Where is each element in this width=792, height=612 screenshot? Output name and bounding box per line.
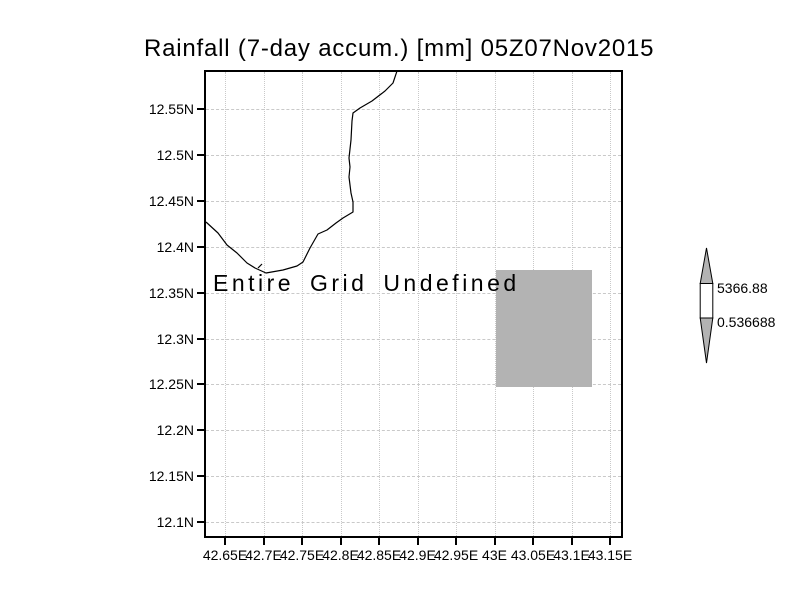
lat-tick-label: 12.25N xyxy=(148,376,194,393)
lat-tick-label: 12.35N xyxy=(148,284,194,301)
undefined-shade-region xyxy=(496,270,592,387)
lon-gridline xyxy=(302,72,303,536)
lat-tick-mark xyxy=(197,383,206,386)
lon-tick-mark xyxy=(378,538,380,545)
lon-tick-label: 42.85E xyxy=(356,547,402,563)
lat-tick-mark xyxy=(197,199,206,202)
lat-gridline xyxy=(206,200,621,202)
islet-mark xyxy=(257,263,263,269)
colorbar-min-label: 0.536688 xyxy=(717,314,776,330)
lon-tick-label: 43E xyxy=(482,547,507,563)
lon-gridline xyxy=(379,72,380,536)
lat-gridline xyxy=(206,338,621,340)
lat-tick-mark xyxy=(197,245,206,248)
lat-gridline xyxy=(206,522,621,524)
lat-tick-label: 12.2N xyxy=(156,422,194,439)
lat-tick-label: 12.3N xyxy=(156,330,194,347)
lat-tick-mark xyxy=(197,108,206,110)
colorbar-lower-arrow xyxy=(699,317,714,364)
lon-tick-label: 42.9E xyxy=(399,547,436,563)
lon-gridline xyxy=(225,72,226,536)
entire-grid-undefined-label: Entire Grid Undefined xyxy=(213,270,520,296)
lon-tick-label: 42.95E xyxy=(433,547,479,563)
lon-tick-mark xyxy=(493,538,496,545)
lon-tick-label: 43.1E xyxy=(553,547,590,563)
lon-tick-label: 42.65E xyxy=(202,547,248,563)
coastline-path xyxy=(206,72,398,274)
lon-tick-mark xyxy=(301,538,303,545)
lat-tick-mark xyxy=(197,153,206,156)
lon-gridline xyxy=(610,72,611,536)
lon-tick-mark xyxy=(224,538,226,545)
lon-tick-label: 42.8E xyxy=(322,547,359,563)
lon-tick-mark xyxy=(339,538,342,545)
lon-gridline xyxy=(340,72,342,536)
colorbar-max-label: 5366.88 xyxy=(717,280,768,296)
lat-gridline xyxy=(206,430,621,432)
coastline xyxy=(206,72,398,274)
lon-tick-mark xyxy=(532,538,534,545)
lat-gridline xyxy=(206,292,621,294)
lat-tick-mark xyxy=(197,337,206,340)
lon-gridline xyxy=(456,72,457,536)
lat-tick-mark xyxy=(197,291,206,294)
lat-tick-label: 12.5N xyxy=(156,146,194,163)
colorbar-box xyxy=(699,283,714,319)
lat-tick-mark xyxy=(197,429,206,432)
lat-gridline xyxy=(206,246,621,248)
lon-gridline xyxy=(494,72,496,536)
colorbar-upper-arrow xyxy=(699,247,714,284)
lon-tick-label: 43.15E xyxy=(587,547,633,563)
map-plot-area: Entire Grid Undefined xyxy=(204,70,623,538)
lon-tick-mark xyxy=(416,538,419,545)
lon-gridline xyxy=(263,72,265,536)
lat-tick-label: 12.1N xyxy=(156,514,194,531)
lon-tick-mark xyxy=(455,538,457,545)
lat-tick-label: 12.15N xyxy=(148,468,194,485)
colorbar xyxy=(699,247,714,364)
lon-gridline xyxy=(417,72,419,536)
lat-tick-label: 12.45N xyxy=(148,192,194,209)
lon-tick-label: 43.05E xyxy=(510,547,556,563)
lon-tick-mark xyxy=(262,538,265,545)
lat-tick-label: 12.4N xyxy=(156,238,194,255)
lat-gridline xyxy=(206,109,621,110)
lat-tick-mark xyxy=(197,521,206,524)
lat-tick-label: 12.55N xyxy=(148,101,194,117)
lon-tick-label: 42.75E xyxy=(279,547,325,563)
lon-tick-mark xyxy=(570,538,573,545)
lat-gridline xyxy=(206,476,621,478)
lon-tick-label: 42.7E xyxy=(245,547,282,563)
lat-gridline xyxy=(206,154,621,156)
plot-title: Rainfall (7-day accum.) [mm] 05Z07Nov201… xyxy=(144,35,655,62)
lon-tick-mark xyxy=(609,538,611,545)
lat-tick-mark xyxy=(197,475,206,478)
lat-gridline xyxy=(206,384,621,386)
